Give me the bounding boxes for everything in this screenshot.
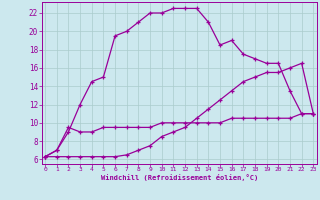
X-axis label: Windchill (Refroidissement éolien,°C): Windchill (Refroidissement éolien,°C) bbox=[100, 174, 258, 181]
